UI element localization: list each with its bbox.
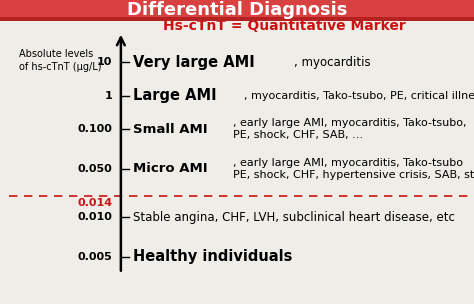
- Text: 0.050: 0.050: [78, 164, 112, 174]
- Text: 10: 10: [97, 57, 112, 67]
- Text: Very large AMI: Very large AMI: [133, 55, 255, 70]
- Text: Differential Diagnosis: Differential Diagnosis: [127, 1, 347, 19]
- Text: Small AMI: Small AMI: [133, 123, 207, 136]
- Text: 0.014: 0.014: [77, 198, 112, 208]
- Text: , early large AMI, myocarditis, Tako-tsubo,
PE, shock, CHF, SAB, ...: , early large AMI, myocarditis, Tako-tsu…: [233, 118, 466, 140]
- Text: Healthy individuals: Healthy individuals: [133, 249, 292, 264]
- Bar: [0, 17, 474, 21]
- Text: 0.005: 0.005: [78, 252, 112, 262]
- Text: Hs-cTnT = Quantitative Marker: Hs-cTnT = Quantitative Marker: [163, 19, 406, 33]
- Text: , early large AMI, myocarditis, Tako-tsubo
PE, shock, CHF, hypertensive crisis, : , early large AMI, myocarditis, Tako-tsu…: [233, 157, 474, 180]
- Bar: [0, 0, 474, 17]
- Text: , myocarditis, Tako-tsubo, PE, critical illness: , myocarditis, Tako-tsubo, PE, critical …: [245, 91, 474, 101]
- Text: Micro AMI: Micro AMI: [133, 162, 207, 175]
- Text: Absolute levels
of hs-cTnT (μg/L): Absolute levels of hs-cTnT (μg/L): [19, 49, 101, 72]
- Text: 0.100: 0.100: [77, 124, 112, 134]
- Text: Large AMI: Large AMI: [133, 88, 216, 103]
- Text: 1: 1: [105, 91, 112, 101]
- Text: Stable angina, CHF, LVH, subclinical heart disease, etc: Stable angina, CHF, LVH, subclinical hea…: [133, 211, 455, 224]
- Text: , myocarditis: , myocarditis: [293, 56, 370, 69]
- Text: 0.010: 0.010: [77, 212, 112, 222]
